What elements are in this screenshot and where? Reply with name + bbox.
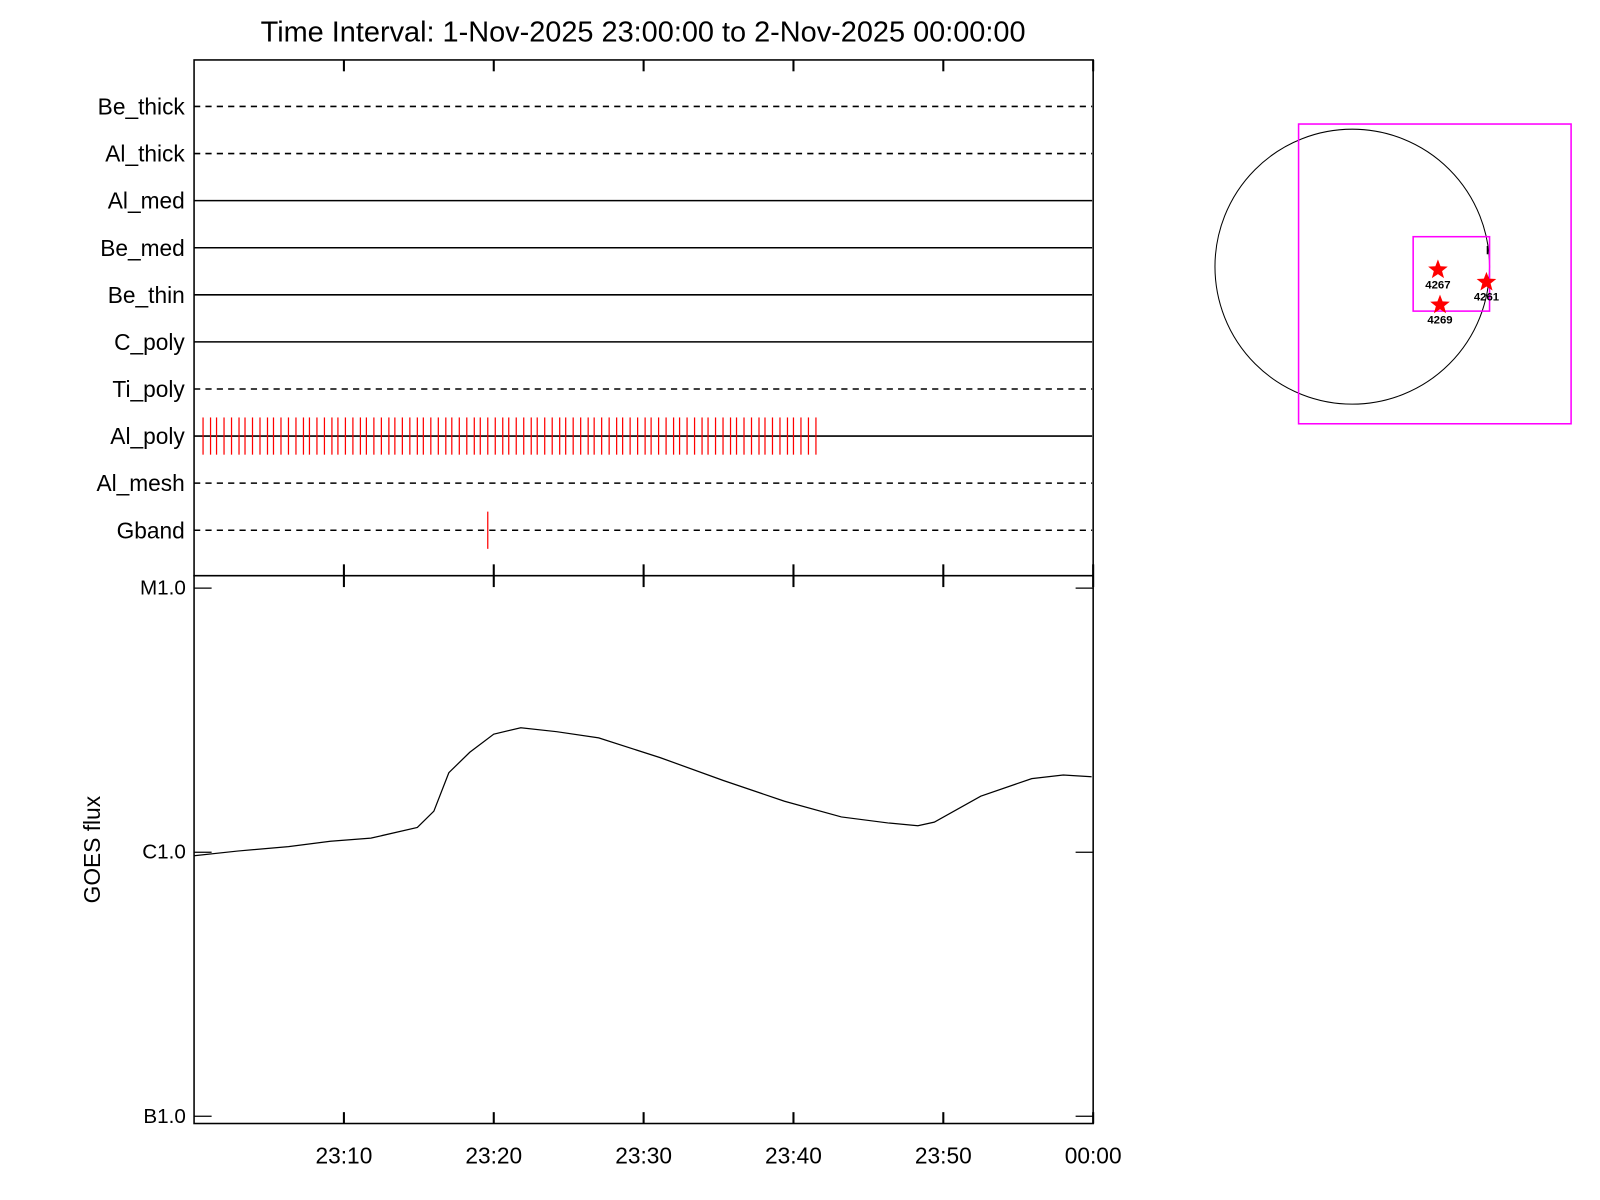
solar-disk	[1214, 128, 1491, 405]
region-star	[1428, 259, 1448, 279]
filter-label: Al_mesh	[96, 470, 184, 496]
y-tick-label: M1.0	[140, 577, 186, 600]
top-frame	[193, 59, 1094, 577]
filter-label: Be_thick	[98, 94, 186, 120]
y-tick-label: C1.0	[142, 841, 186, 864]
x-tick-label: 00:00	[1065, 1143, 1122, 1169]
region-star	[1476, 271, 1497, 291]
filter-label: Ti_poly	[112, 376, 185, 402]
y-tick-label: B1.0	[143, 1105, 185, 1128]
region-label: 4261	[1474, 292, 1499, 304]
region-star	[1430, 294, 1450, 314]
y-axis-label: GOES flux	[79, 795, 105, 903]
region-label: 4269	[1427, 314, 1452, 326]
filter-label: Be_thin	[108, 282, 185, 308]
fov-box	[1412, 235, 1491, 312]
x-tick-label: 23:30	[615, 1143, 672, 1169]
filter-label: Be_med	[100, 235, 185, 261]
filter-label: Al_poly	[110, 423, 185, 449]
region-label: 4267	[1425, 279, 1450, 291]
x-tick-label: 23:20	[465, 1143, 522, 1169]
flux-line	[193, 727, 1092, 857]
filter-label: Al_med	[108, 188, 185, 214]
x-tick-label: 23:40	[765, 1143, 822, 1169]
x-tick-label: 23:50	[915, 1143, 972, 1169]
filter-label: C_poly	[114, 329, 185, 355]
bottom-frame	[193, 574, 1094, 1125]
fov-box	[1297, 123, 1572, 425]
chart-title: Time Interval: 1-Nov-2025 23:00:00 to 2-…	[261, 17, 1026, 49]
filter-label: Al_thick	[105, 141, 185, 167]
filter-label: Gband	[117, 517, 185, 543]
x-tick-label: 23:10	[316, 1143, 373, 1169]
